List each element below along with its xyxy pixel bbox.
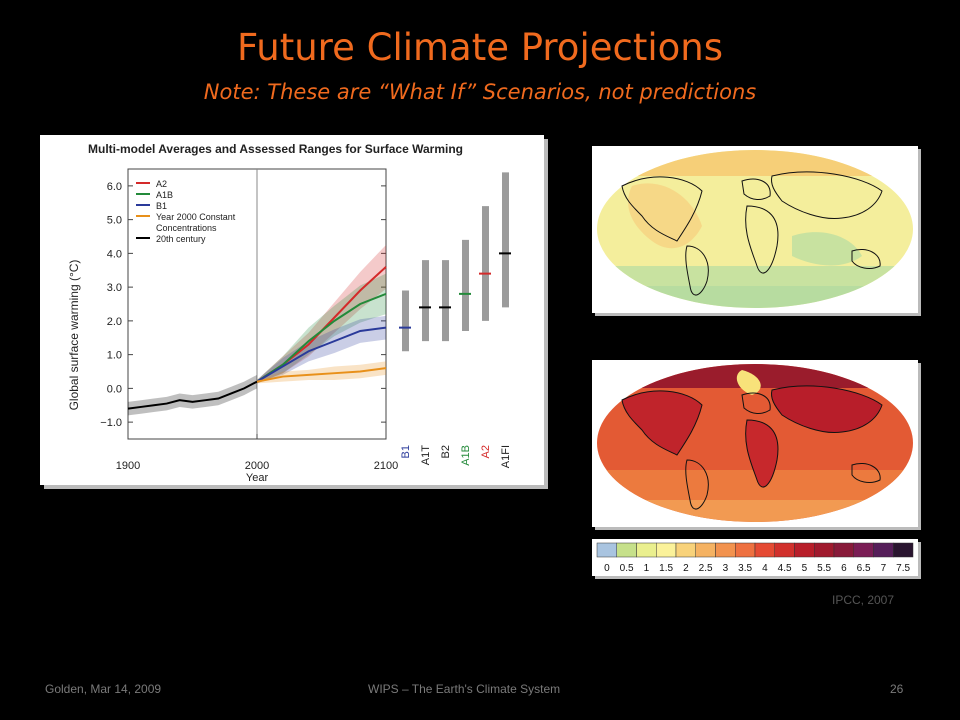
surface-warming-chart: Multi-model Averages and Assessed Ranges… (40, 135, 544, 485)
colorbar-label: 0.5 (620, 563, 634, 574)
colorbar-label: 7.5 (896, 563, 910, 574)
colorbar-label: 2.5 (699, 563, 713, 574)
colorbar-swatch (695, 542, 716, 558)
slide-subtitle: Note: These are “What If” Scenarios, not… (203, 80, 757, 104)
continent-outlines (621, 385, 883, 510)
warming-map-high (592, 360, 918, 527)
y-tick-label: 4.0 (107, 248, 122, 260)
legend-label: 20th century (156, 234, 206, 244)
range-label: A1FI (500, 445, 512, 468)
range-bar (402, 290, 409, 352)
range-label: A2 (480, 445, 492, 458)
colorbar-swatch (656, 542, 677, 558)
colorbar-swatch (616, 542, 637, 558)
legend-label: B1 (156, 201, 167, 211)
y-axis-label: Global surface warming (°C) (67, 260, 81, 411)
range-label: A1T (420, 445, 432, 465)
colorbar-label: 4 (762, 563, 768, 574)
colorbar-label: 0 (604, 563, 610, 574)
ranges-area: B1 A1T B2 A1B A2 A1FI (399, 172, 512, 468)
y-tick-label: 6.0 (107, 181, 122, 193)
colorbar-swatch (754, 542, 775, 558)
y-tick-label: 1.0 (107, 350, 122, 362)
colorbar-swatch (636, 542, 657, 558)
range-bar (422, 260, 429, 342)
colorbar-label: 6 (841, 563, 847, 574)
series-band (257, 273, 386, 384)
warming-map-low (592, 146, 918, 313)
series-band (257, 244, 386, 384)
range-label: A1B (460, 445, 472, 466)
legend-label: Year 2000 Constant (156, 212, 236, 222)
colorbar-label: 7 (881, 563, 887, 574)
footer-right: 26 (890, 682, 904, 696)
colorbar-label: 3 (723, 563, 729, 574)
y-tick-label: 5.0 (107, 215, 122, 227)
y-tick-label: 0.0 (107, 383, 122, 395)
colorbar-label: 1 (644, 563, 650, 574)
colorbar-swatch (893, 542, 914, 558)
colorbar-swatch (596, 542, 617, 558)
series-line (256, 292, 387, 383)
colorbar-swatch (833, 542, 854, 558)
series-line (256, 367, 387, 383)
colorbar-swatch (794, 542, 815, 558)
series-band (257, 361, 386, 384)
colorbar-swatch (675, 542, 696, 558)
range-bar (502, 172, 509, 308)
colorbar-swatch (715, 542, 736, 558)
legend-label: A2 (156, 179, 167, 189)
slide-title: Future Climate Projections (237, 26, 723, 69)
range-label: B1 (400, 445, 412, 458)
legend-label: A1B (156, 190, 173, 200)
colorbar-swatch (853, 542, 874, 558)
series-line (127, 380, 258, 410)
colorbar-label: 5 (802, 563, 808, 574)
chart-svg: Multi-model Averages and Assessed Ranges… (67, 142, 512, 484)
colorbar-label: 5.5 (817, 563, 831, 574)
colorbar-swatch (873, 542, 894, 558)
colorbar-swatch (774, 542, 795, 558)
x-tick-label: 2000 (245, 460, 269, 472)
x-axis-label: Year (246, 472, 269, 484)
range-label: B2 (440, 445, 452, 458)
footer-center: WIPS – The Earth's Climate System (368, 682, 561, 696)
colorbar-label: 1.5 (659, 563, 673, 574)
colorbar-label: 3.5 (738, 563, 752, 574)
footer-left: Golden, Mar 14, 2009 (45, 682, 162, 696)
range-bar (482, 206, 489, 321)
colorbar-swatch (814, 542, 835, 558)
credit-label: IPCC, 2007 (832, 593, 895, 607)
x-tick-label: 1900 (116, 460, 140, 472)
warming-colorbar: 0 0.5 1 1.5 2 2.5 3 3.5 4 4.5 5 5.5 6 6.5 7 7.5 (592, 539, 918, 576)
y-tick-label: 2.0 (107, 316, 122, 328)
x-tick-label: 2100 (374, 460, 398, 472)
colorbar-label: 6.5 (857, 563, 871, 574)
continent-outlines (621, 171, 883, 296)
series-line (256, 326, 387, 383)
colorbar-swatch (735, 542, 756, 558)
plot-area: −1.0 0.0 1.0 2.0 3.0 4.0 5.0 6.0 1900 2000 2100 A2A… (100, 168, 398, 472)
colorbar-label: 2 (683, 563, 689, 574)
range-bar (462, 239, 469, 331)
y-tick-label: 3.0 (107, 282, 122, 294)
chart-title: Multi-model Averages and Assessed Ranges… (88, 142, 463, 156)
colorbar-label: 4.5 (778, 563, 792, 574)
y-tick-label: −1.0 (100, 417, 122, 429)
legend-label: Concentrations (156, 223, 217, 233)
range-bar (442, 260, 449, 342)
